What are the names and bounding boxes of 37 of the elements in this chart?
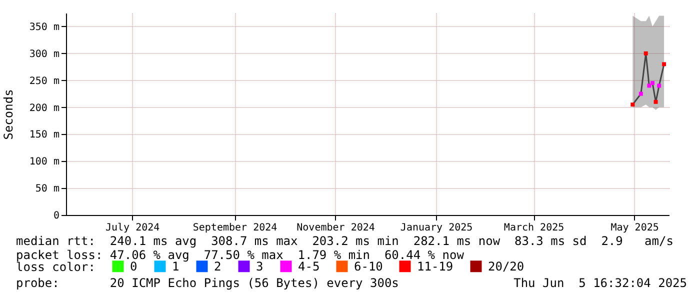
point — [650, 81, 654, 86]
x-tick-label: November 2024 — [296, 222, 375, 234]
text: median rtt: 240.1 ms avg 308.7 ms max 203.2 ms min 282.1 ms now 83.3 ms sd 2.9 am/s — [16, 234, 674, 248]
y-tick-label: 100 m — [29, 156, 60, 168]
y-tick-label: 250 m — [29, 76, 60, 87]
legend-label: 0 — [130, 259, 138, 274]
point — [630, 102, 635, 107]
point — [647, 84, 652, 88]
text: Thu Jun 5 16:32:04 2025 — [514, 276, 687, 290]
legend-label: 20/20 — [488, 259, 524, 274]
legend-label: 1 — [172, 259, 180, 274]
x-tick-label: January 2025 — [400, 222, 473, 234]
x-tick-label: September 2024 — [192, 222, 278, 234]
point — [662, 62, 666, 66]
y-tick-label: 0 — [53, 210, 60, 222]
legend-label: 4-5 — [298, 259, 320, 274]
x-tick-label: July 2024 — [105, 222, 160, 234]
legend-title: loss color: — [16, 260, 96, 274]
y-tick-label: 350 m — [29, 22, 60, 33]
x-tick-label: May 2025 — [610, 222, 659, 234]
legend-label: 3 — [256, 259, 264, 274]
line-series — [632, 52, 665, 106]
y-tick-label: 200 m — [29, 102, 60, 114]
point — [657, 84, 662, 88]
y-tick-label: 150 m — [29, 130, 60, 141]
point — [644, 51, 648, 56]
text: packet loss: 47.06 % avg 77.50 % max 1.79 % min 60.44 % now — [16, 248, 464, 262]
y-tick-label: 300 m — [29, 48, 60, 60]
legend-label: 2 — [214, 259, 222, 274]
legend-label: 6-10 — [354, 259, 383, 274]
x-tick-label: March 2025 — [504, 222, 564, 234]
point — [638, 92, 643, 96]
y-axis-title: Seconds — [1, 89, 16, 140]
point — [654, 100, 658, 104]
legend-label: 11-19 — [417, 259, 454, 274]
y-tick-label: 50 m — [35, 184, 60, 195]
text: probe: 20 ICMP Echo Pings (56 Bytes) every 300s — [16, 276, 399, 290]
